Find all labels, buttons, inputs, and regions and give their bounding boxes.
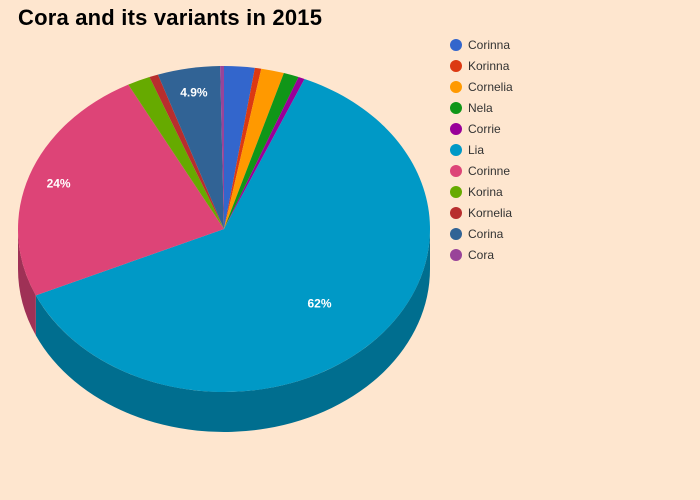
- pie-side-lia: [35, 229, 431, 433]
- data-label-lia: 62%: [307, 296, 331, 310]
- legend-swatch: [450, 38, 462, 51]
- legend-label: Kornelia: [468, 205, 513, 220]
- legend-swatch: [450, 101, 462, 114]
- pie-slice-corrie[interactable]: [224, 77, 305, 229]
- legend-item-cornelia[interactable]: Cornelia: [450, 76, 513, 97]
- legend-swatch: [450, 143, 462, 156]
- legend-item-korinna[interactable]: Korinna: [450, 55, 513, 76]
- legend-item-cora[interactable]: Cora: [450, 244, 513, 265]
- legend-swatch: [450, 185, 462, 198]
- pie-side-corinne: [18, 229, 36, 336]
- pie-slice-corinne[interactable]: [17, 84, 224, 296]
- legend-swatch: [450, 206, 462, 219]
- legend-label: Corinna: [468, 37, 511, 52]
- chart-legend: Corinna Korinna Cornelia Nela Corrie Lia Corin…: [450, 34, 513, 265]
- legend-item-corinne[interactable]: Corinne: [450, 160, 513, 181]
- legend-label: Korinna: [468, 58, 510, 73]
- legend-label: Lia: [468, 142, 485, 157]
- pie-slice-cora[interactable]: [220, 66, 224, 229]
- legend-item-nela[interactable]: Nela: [450, 97, 513, 118]
- legend-swatch: [450, 122, 462, 135]
- legend-item-korina[interactable]: Korina: [450, 181, 513, 202]
- legend-label: Cornelia: [468, 79, 513, 94]
- legend-item-lia[interactable]: Lia: [450, 139, 513, 160]
- legend-label: Corinne: [468, 163, 511, 178]
- legend-label: Cora: [468, 247, 495, 262]
- legend-swatch: [450, 164, 462, 177]
- pie-slice-corina[interactable]: [157, 66, 224, 229]
- pie-slice-nela[interactable]: [224, 73, 299, 229]
- legend-item-corinna[interactable]: Corinna: [450, 34, 513, 55]
- legend-label: Korina: [468, 184, 503, 199]
- legend-item-kornelia[interactable]: Kornelia: [450, 202, 513, 223]
- legend-label: Corrie: [468, 121, 501, 136]
- legend-swatch: [450, 59, 462, 72]
- legend-item-corina[interactable]: Corina: [450, 223, 513, 244]
- data-label-corina: 4.9%: [180, 86, 208, 100]
- pie-slice-corinna[interactable]: [224, 66, 255, 229]
- pie-slice-korina[interactable]: [128, 77, 224, 229]
- legend-swatch: [450, 80, 462, 93]
- pie-slice-cornelia[interactable]: [224, 68, 284, 229]
- pie-slice-lia[interactable]: [35, 78, 431, 392]
- legend-swatch: [450, 227, 462, 240]
- pie-slice-kornelia[interactable]: [149, 74, 224, 229]
- legend-label: Corina: [468, 226, 504, 241]
- pie-slice-korinna[interactable]: [224, 67, 262, 230]
- legend-item-corrie[interactable]: Corrie: [450, 118, 513, 139]
- legend-label: Nela: [468, 100, 493, 115]
- data-label-corinne: 24%: [47, 177, 71, 191]
- chart-title: Cora and its variants in 2015: [18, 5, 323, 30]
- legend-swatch: [450, 248, 462, 261]
